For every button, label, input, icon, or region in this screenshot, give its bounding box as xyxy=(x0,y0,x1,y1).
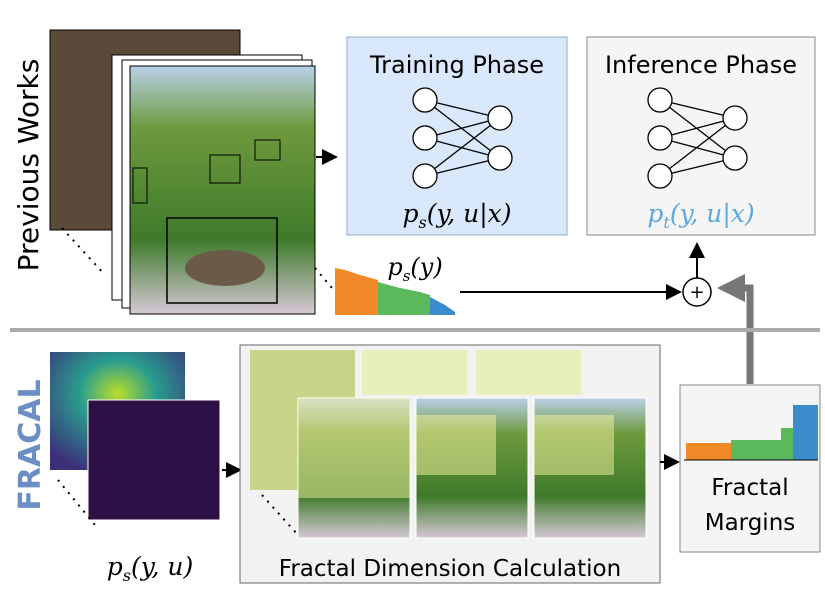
training-formula: ps(y, u|x) xyxy=(402,199,511,232)
joint-formula: ps(y, u) xyxy=(107,552,194,585)
prior-formula: ps(y) xyxy=(387,253,442,285)
margins-label: Fractal xyxy=(711,475,788,501)
margin-histogram xyxy=(684,405,818,461)
inference-title: Inference Phase xyxy=(605,51,797,79)
side-label: Previous Works xyxy=(12,59,45,272)
training-title: Training Phase xyxy=(369,51,544,79)
prior-histogram xyxy=(335,268,455,315)
network xyxy=(647,87,748,189)
grid-images xyxy=(250,350,647,539)
combine-symbol: + xyxy=(689,282,704,303)
side-label: FRACAL xyxy=(13,379,48,510)
inference-box xyxy=(586,36,816,236)
heatmap xyxy=(87,399,221,521)
dots xyxy=(57,479,96,526)
margin-arrow xyxy=(717,274,754,384)
fractal-caption: Fractal Dimension Calculation xyxy=(279,556,621,582)
inference-formula: pt(y, u|x) xyxy=(647,199,754,232)
training-box xyxy=(346,36,568,236)
photo-stack xyxy=(49,29,333,315)
network xyxy=(412,87,513,189)
margins-label: Margins xyxy=(705,510,796,536)
